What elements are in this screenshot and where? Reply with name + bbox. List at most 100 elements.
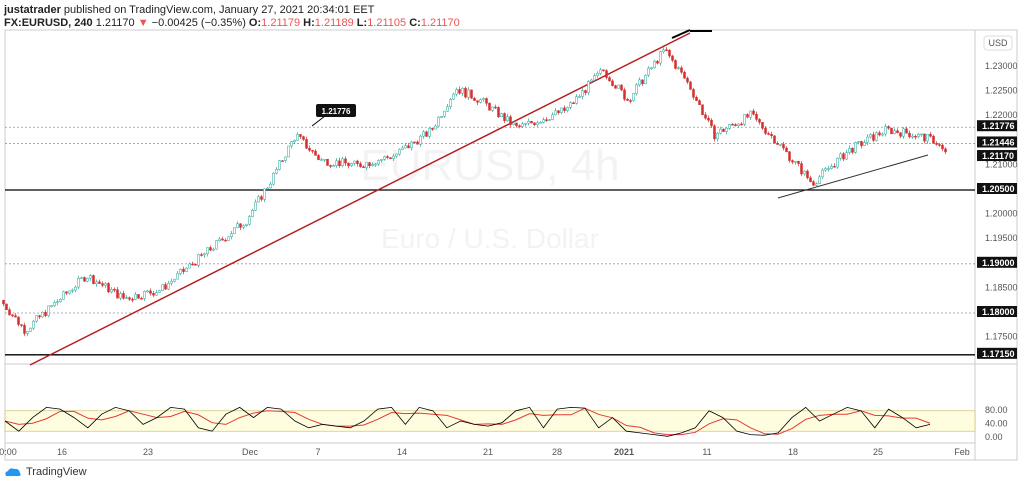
candle[interactable] [488,103,491,111]
candle[interactable] [770,133,773,137]
candle[interactable] [296,134,299,141]
candle[interactable] [416,141,419,145]
candle[interactable] [908,132,911,137]
candle[interactable] [113,289,116,291]
candle[interactable] [203,253,206,256]
candle[interactable] [626,99,629,101]
candle[interactable] [482,98,485,100]
candle[interactable] [431,128,434,130]
candle[interactable] [926,133,929,142]
candle[interactable] [521,123,524,127]
candle[interactable] [788,151,791,161]
candle[interactable] [695,96,698,101]
candle[interactable] [887,126,890,129]
candle[interactable] [746,114,749,118]
candle[interactable] [632,93,635,101]
candle[interactable] [353,160,356,164]
candle[interactable] [29,327,32,332]
candle[interactable] [155,292,158,296]
candle[interactable] [512,122,515,125]
candle[interactable] [47,305,50,316]
candle[interactable] [377,160,380,165]
candle[interactable] [338,160,341,167]
candle[interactable] [935,143,938,145]
candle[interactable] [500,113,503,117]
candle[interactable] [716,132,719,140]
candle[interactable] [848,147,851,153]
candle[interactable] [614,85,617,89]
candle[interactable] [245,223,248,226]
candle[interactable] [458,89,461,94]
candle[interactable] [725,128,728,132]
candle[interactable] [803,170,806,175]
candle[interactable] [506,116,509,121]
candle[interactable] [665,49,668,52]
candle[interactable] [95,281,98,285]
candle[interactable] [62,291,65,300]
candle[interactable] [761,122,764,129]
candle[interactable] [827,168,830,170]
candle[interactable] [362,166,365,169]
support-line[interactable] [777,154,929,199]
candle[interactable] [941,144,944,150]
candle[interactable] [704,114,707,119]
candle[interactable] [185,267,188,272]
candle[interactable] [167,283,170,290]
candle[interactable] [191,263,194,266]
publisher-name[interactable]: justatrader [4,4,61,16]
candle[interactable] [917,133,920,137]
candle[interactable] [164,284,167,290]
candle[interactable] [308,147,311,151]
candle[interactable] [539,122,542,124]
candle[interactable] [26,331,29,334]
candle[interactable] [749,110,752,118]
candle[interactable] [533,122,536,125]
candle[interactable] [227,236,230,241]
candle[interactable] [752,110,755,115]
candle[interactable] [380,159,383,161]
candle[interactable] [914,135,917,138]
candle[interactable] [527,120,530,124]
candle[interactable] [890,127,893,135]
candle[interactable] [863,142,866,146]
candle[interactable] [398,149,401,155]
candle[interactable] [206,247,209,255]
candle[interactable] [587,81,590,93]
candle[interactable] [236,223,239,228]
candle[interactable] [131,299,134,301]
candle[interactable] [251,210,254,217]
candle[interactable] [812,181,815,186]
candle[interactable] [35,315,38,322]
candle[interactable] [125,297,128,299]
candle[interactable] [302,136,305,140]
candle[interactable] [269,183,272,189]
candle[interactable] [899,132,902,137]
candle[interactable] [383,156,386,160]
candle[interactable] [89,275,92,279]
candle[interactable] [137,294,140,299]
candle[interactable] [806,170,809,179]
candle[interactable] [566,107,569,111]
candle[interactable] [767,133,770,135]
candle[interactable] [77,277,80,288]
candle[interactable] [479,99,482,103]
candle[interactable] [545,119,548,121]
candle[interactable] [434,125,437,130]
candle[interactable] [647,67,650,76]
candle[interactable] [563,107,566,111]
candle[interactable] [860,141,863,146]
candle[interactable] [854,142,857,153]
candle[interactable] [452,93,455,100]
candle[interactable] [326,158,329,166]
candle[interactable] [893,130,896,135]
candle[interactable] [833,166,836,168]
candle[interactable] [509,116,512,125]
candle[interactable] [11,314,14,317]
candle[interactable] [650,67,653,69]
candle[interactable] [932,135,935,144]
candle[interactable] [5,303,8,311]
candle[interactable] [737,123,740,126]
candle[interactable] [260,196,263,200]
candle[interactable] [242,225,245,228]
candle[interactable] [875,132,878,141]
